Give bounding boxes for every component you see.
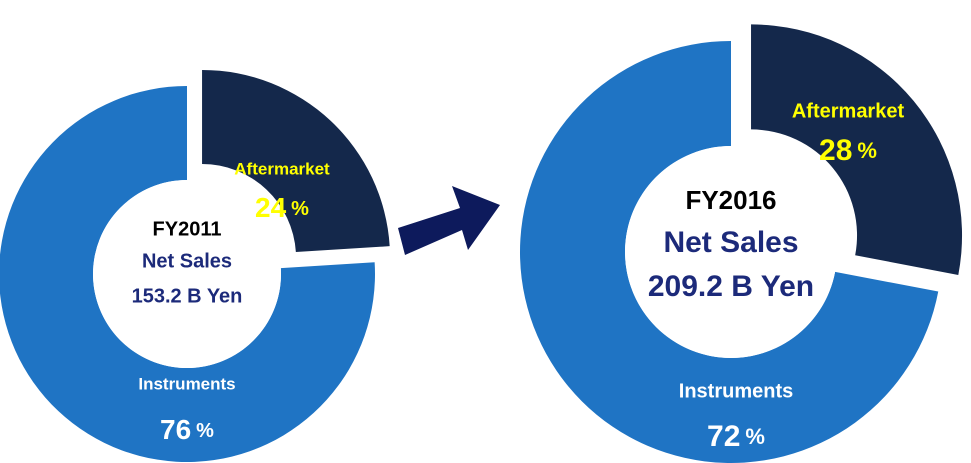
donut-hole [625,146,837,358]
value-unit: % [291,198,309,220]
donut-slice [751,24,963,275]
center-label: FY2011 [153,218,222,240]
arrow [398,186,500,255]
center-label: 209.2 B Yen [648,270,814,303]
value-unit: % [196,420,214,442]
center-label: Net Sales [142,250,232,272]
donut-slice [0,86,375,462]
slice-label: Aftermarket [792,100,905,122]
value-number: 24 [255,192,287,223]
center-label: 153.2 B Yen [132,285,243,307]
donut-hole [93,180,281,368]
donut-slice [202,69,390,253]
value-unit: % [857,138,877,163]
slice-label: Instruments [679,380,793,402]
value-number: 76 [160,414,191,445]
slice-label: Aftermarket [234,159,330,178]
center-label: Net Sales [663,226,798,259]
value-label: 76% [160,414,214,445]
value-label: 72% [707,420,765,453]
donut-slice [520,41,939,463]
value-unit: % [745,424,765,449]
center-label: FY2016 [685,185,776,215]
value-label: 24% [255,192,309,223]
value-number: 28 [819,134,852,167]
slice-label: Instruments [138,374,235,393]
value-label: 28% [819,134,877,167]
value-number: 72 [707,420,740,453]
